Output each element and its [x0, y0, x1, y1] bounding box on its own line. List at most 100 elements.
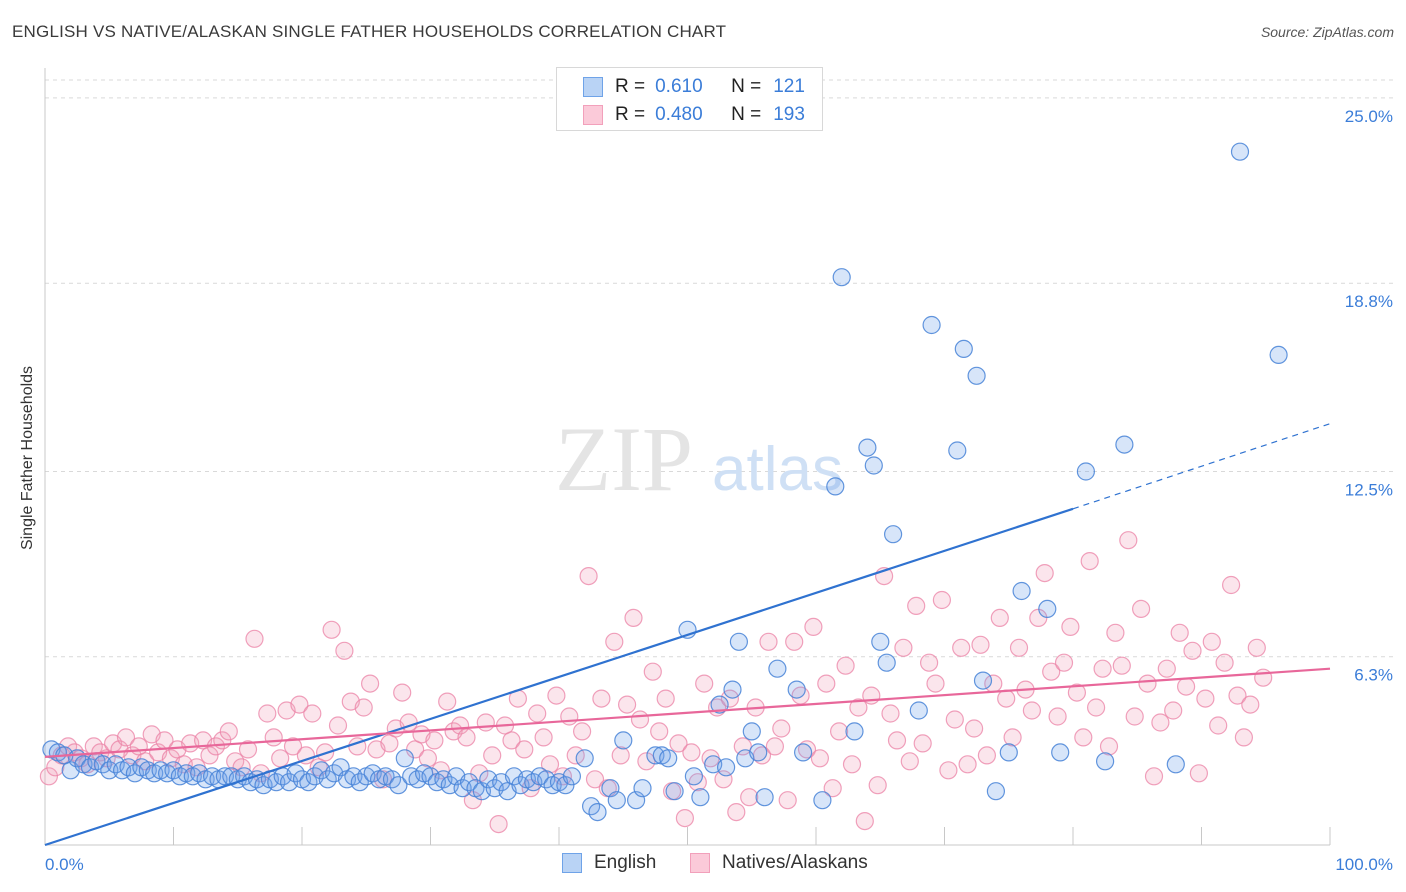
natives-point — [1022, 701, 1042, 720]
natives-point — [534, 728, 553, 747]
natives-point — [727, 802, 746, 822]
natives-point — [945, 710, 964, 729]
english-point — [614, 731, 633, 750]
english-point — [1038, 599, 1057, 619]
natives-point — [283, 737, 303, 756]
natives-point — [1048, 707, 1067, 726]
natives-point — [939, 761, 958, 780]
english-point — [1095, 752, 1115, 771]
english-point — [813, 791, 832, 810]
english-point — [1230, 142, 1250, 161]
natives-point — [817, 674, 836, 693]
natives-point — [1086, 698, 1106, 717]
natives-point — [560, 707, 579, 726]
natives-point — [894, 638, 913, 657]
natives-point — [624, 608, 643, 628]
natives-point — [1209, 716, 1228, 735]
natives-point — [489, 814, 508, 834]
natives-point — [887, 731, 907, 750]
x-tick-label-max: 100.0% — [1335, 855, 1393, 874]
natives-point — [849, 698, 868, 717]
natives-point — [643, 662, 662, 681]
watermark-atlas: atlas — [712, 435, 843, 504]
natives-point — [926, 674, 945, 693]
english-point — [999, 743, 1018, 762]
natives-point — [1003, 728, 1022, 747]
x-tick-label-min: 0.0% — [45, 855, 84, 874]
natives-point — [425, 731, 444, 750]
english-point — [793, 743, 813, 762]
english-point — [395, 749, 414, 768]
legend-item-natives[interactable]: Natives/Alaskans — [690, 852, 868, 874]
natives-point — [1221, 575, 1241, 595]
natives-point — [219, 722, 238, 741]
natives-point — [1080, 551, 1099, 571]
natives-point — [1112, 656, 1131, 675]
legend-item-english[interactable]: English — [562, 852, 656, 874]
natives-point — [393, 683, 412, 702]
english-point — [954, 339, 973, 358]
english-point — [1115, 435, 1134, 454]
natives-point — [296, 746, 315, 765]
natives-points — [39, 531, 1273, 834]
natives-point — [528, 704, 547, 723]
natives-point — [116, 728, 136, 747]
r-value: 0.610 — [655, 76, 703, 97]
natives-point — [913, 734, 932, 753]
natives-swatch — [583, 105, 603, 125]
natives-point — [1131, 599, 1151, 619]
y-tick-label: 25.0% — [1345, 107, 1393, 126]
natives-point — [778, 791, 797, 810]
legend-english-label: English — [594, 852, 657, 873]
natives-point — [1093, 659, 1112, 678]
natives-point — [823, 779, 842, 798]
natives-point — [502, 731, 521, 750]
natives-point — [1074, 728, 1093, 747]
natives-point — [990, 608, 1009, 628]
natives-swatch — [690, 853, 710, 873]
natives-point — [1138, 674, 1157, 693]
english-point — [1051, 743, 1070, 762]
natives-point — [881, 704, 900, 723]
natives-point — [977, 746, 997, 765]
english-point — [832, 268, 851, 287]
natives-point — [1196, 689, 1215, 708]
natives-point — [361, 674, 380, 693]
natives-point — [772, 719, 791, 738]
natives-point — [1202, 632, 1221, 651]
english-point — [909, 701, 928, 720]
natives-point — [328, 716, 348, 735]
natives-point — [245, 629, 264, 648]
english-point — [883, 525, 903, 544]
tick-labels: 6.3% 12.5% 18.8% 25.0% 0.0% 100.0% — [45, 107, 1393, 874]
natives-point — [855, 811, 874, 831]
english-point — [1076, 462, 1096, 481]
legend-row-natives: R = 0.480 N = 193 — [557, 100, 805, 130]
natives-point — [322, 620, 341, 639]
n-value: 121 — [773, 76, 805, 97]
natives-point — [1099, 737, 1119, 756]
natives-point — [1125, 707, 1144, 726]
natives-point — [290, 695, 309, 714]
natives-point — [1189, 764, 1209, 783]
natives-point — [617, 695, 637, 714]
english-point — [787, 680, 806, 699]
natives-point — [682, 743, 701, 762]
natives-point — [842, 755, 862, 774]
grid-lines — [45, 79, 1395, 658]
natives-point — [900, 752, 919, 771]
english-point — [1269, 345, 1288, 364]
natives-point — [971, 635, 990, 654]
legend-natives-label: Natives/Alaskans — [722, 852, 868, 873]
english-point — [1166, 755, 1185, 774]
english-point — [607, 791, 626, 810]
natives-point — [457, 728, 476, 747]
natives-point — [952, 638, 971, 657]
natives-point — [695, 674, 714, 693]
natives-point — [547, 686, 566, 705]
natives-point — [515, 740, 534, 759]
natives-point — [997, 689, 1016, 708]
natives-point — [592, 689, 611, 708]
english-point — [948, 441, 967, 460]
natives-point — [238, 740, 258, 759]
